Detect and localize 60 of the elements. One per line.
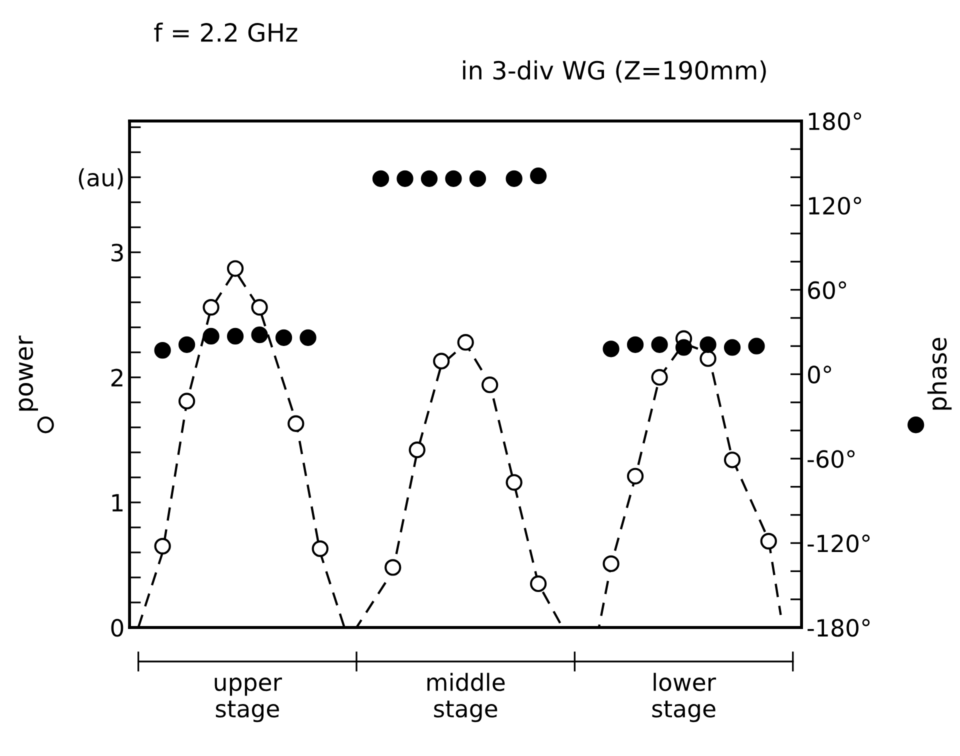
point: [251, 326, 268, 344]
point: [251, 298, 268, 316]
y2-tick-label: 180°: [809, 112, 862, 130]
point: [275, 329, 292, 346]
point: [506, 474, 522, 491]
point: [700, 350, 716, 367]
point: [433, 352, 450, 370]
point: [420, 170, 438, 187]
point: [530, 168, 547, 184]
point: [700, 336, 716, 353]
chart-subtitle: in 3-div WG (Z=190mm): [463, 60, 766, 83]
point: [724, 339, 741, 356]
point: [408, 442, 426, 458]
y2-axis-title: phase: [927, 338, 952, 410]
point: [202, 298, 220, 316]
y-tick-label: (au): [78, 168, 123, 190]
y2-tick-label: -180°: [808, 618, 870, 637]
point: [154, 342, 171, 359]
point: [626, 336, 644, 353]
y2-tick-label: 120°: [809, 196, 862, 215]
point: [178, 336, 196, 353]
point: [506, 170, 522, 187]
point: [651, 369, 668, 386]
y-tick-label: 1: [112, 494, 123, 512]
point: [178, 392, 196, 410]
point: [396, 170, 414, 187]
point: [760, 532, 777, 550]
point: [482, 376, 498, 394]
point: [226, 328, 244, 345]
point: [675, 339, 692, 356]
y2-tick-label: 0°: [808, 366, 832, 384]
point: [602, 340, 620, 358]
point: [651, 336, 668, 353]
point: [202, 328, 220, 345]
point: [530, 575, 547, 592]
point: [288, 415, 304, 432]
point: [312, 540, 328, 558]
point: [226, 260, 244, 277]
point: [372, 170, 390, 187]
y2-tick-label: -120°: [808, 534, 870, 552]
point: [724, 452, 741, 468]
text: upper stage: [214, 678, 282, 722]
y2-tick-label: -60°: [808, 450, 855, 468]
y-tick-label: 3: [112, 244, 123, 262]
point: [626, 468, 644, 484]
y-axis-title: power: [18, 336, 38, 411]
point: [602, 555, 620, 572]
point: [300, 329, 316, 346]
point: [469, 170, 486, 187]
point: [748, 338, 765, 354]
point: [445, 170, 462, 187]
y-tick-label: 0: [111, 618, 124, 637]
point: [457, 334, 474, 351]
point: [154, 538, 171, 555]
point: [384, 559, 402, 576]
text: lower stage: [652, 672, 716, 722]
y-tick-label: 2: [111, 368, 122, 386]
text: middle stage: [427, 672, 505, 722]
chart-title: f = 2.2 GHz: [154, 22, 298, 42]
y2-tick-label: 60°: [808, 281, 846, 300]
